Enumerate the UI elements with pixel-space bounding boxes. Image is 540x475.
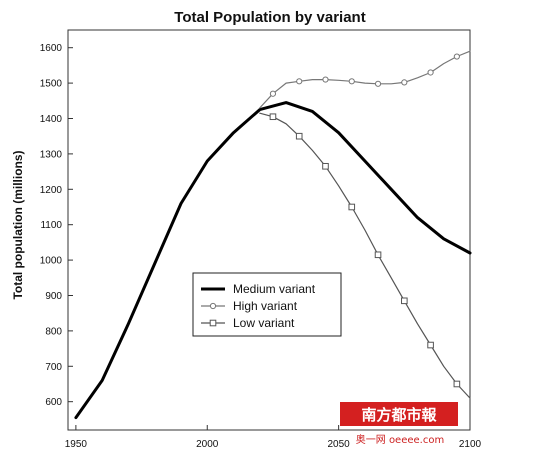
y-tick-label: 1500	[40, 79, 63, 90]
x-tick-label: 1950	[65, 439, 88, 450]
axes: 600 700 800 900 1000 1100 1200 1300 1400 1500 1600…	[40, 43, 482, 450]
y-tick-label: 600	[45, 397, 62, 408]
y-tick-label: 900	[45, 291, 62, 302]
data-point-low-variant	[322, 162, 329, 170]
legend-marker-low-variant	[209, 319, 217, 327]
y-tick-label: 1100	[40, 220, 62, 231]
y-tick-label: 700	[45, 362, 62, 373]
legend-label-medium-variant: Medium variant	[233, 282, 316, 296]
watermark-url: 奥一网 oeeee.com	[356, 433, 444, 446]
series-high-variant	[259, 50, 471, 109]
series-low-variant	[259, 112, 471, 399]
data-point-high-variant	[348, 78, 355, 85]
data-point-high-variant	[401, 79, 408, 86]
series-layer	[74, 50, 472, 420]
series-line-high-variant	[259, 50, 471, 109]
chart-title: Total Population by variant	[174, 9, 365, 26]
data-point-low-variant	[401, 297, 408, 305]
data-point-high-variant	[374, 80, 382, 87]
watermark: 南方都市報 奥一网 oeeee.com	[340, 402, 458, 446]
data-point-low-variant	[348, 203, 356, 211]
x-tick-label: 2100	[459, 439, 482, 450]
series-line-medium-variant	[74, 101, 472, 420]
y-axis-label: Total population (millions)	[11, 150, 25, 299]
watermark-title: 南方都市報	[361, 406, 437, 424]
y-tick-label: 1400	[40, 114, 63, 125]
y-tick-label: 1300	[40, 149, 63, 160]
legend-box	[192, 272, 342, 337]
series-medium-variant	[74, 101, 472, 420]
data-point-high-variant	[269, 90, 277, 97]
x-tick-label: 2000	[196, 439, 219, 450]
data-point-high-variant	[427, 69, 434, 76]
data-point-low-variant	[427, 341, 434, 349]
y-tick-label: 1000	[40, 256, 63, 267]
data-point-low-variant	[374, 251, 382, 259]
data-point-low-variant	[269, 113, 277, 121]
data-point-high-variant	[322, 76, 329, 83]
data-point-high-variant	[296, 78, 303, 85]
data-point-high-variant	[453, 53, 460, 60]
data-point-low-variant	[453, 380, 461, 388]
y-tick-label: 800	[45, 326, 62, 337]
legend: Medium variant High variant Low variant	[192, 272, 342, 337]
series-line-low-variant	[259, 112, 471, 399]
data-point-low-variant	[295, 132, 303, 140]
legend-label-low-variant: Low variant	[233, 316, 295, 330]
plot-frame	[67, 29, 471, 431]
x-tick-label: 2050	[328, 439, 351, 450]
legend-marker-high-variant	[209, 302, 217, 310]
y-tick-label: 1600	[40, 43, 63, 54]
watermark-banner	[340, 402, 458, 426]
legend-label-high-variant: High variant	[233, 299, 298, 313]
y-tick-label: 1200	[40, 185, 63, 196]
